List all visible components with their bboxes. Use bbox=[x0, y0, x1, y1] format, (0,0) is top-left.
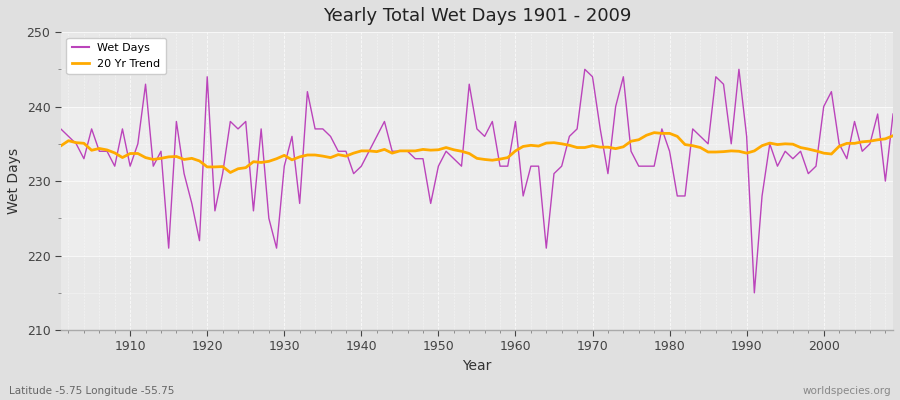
Text: worldspecies.org: worldspecies.org bbox=[803, 386, 891, 396]
Bar bbox=[61, 106, 893, 256]
Text: Latitude -5.75 Longitude -55.75: Latitude -5.75 Longitude -55.75 bbox=[9, 386, 175, 396]
Legend: Wet Days, 20 Yr Trend: Wet Days, 20 Yr Trend bbox=[67, 38, 166, 74]
X-axis label: Year: Year bbox=[463, 359, 491, 373]
Y-axis label: Wet Days: Wet Days bbox=[7, 148, 21, 214]
Title: Yearly Total Wet Days 1901 - 2009: Yearly Total Wet Days 1901 - 2009 bbox=[323, 7, 631, 25]
